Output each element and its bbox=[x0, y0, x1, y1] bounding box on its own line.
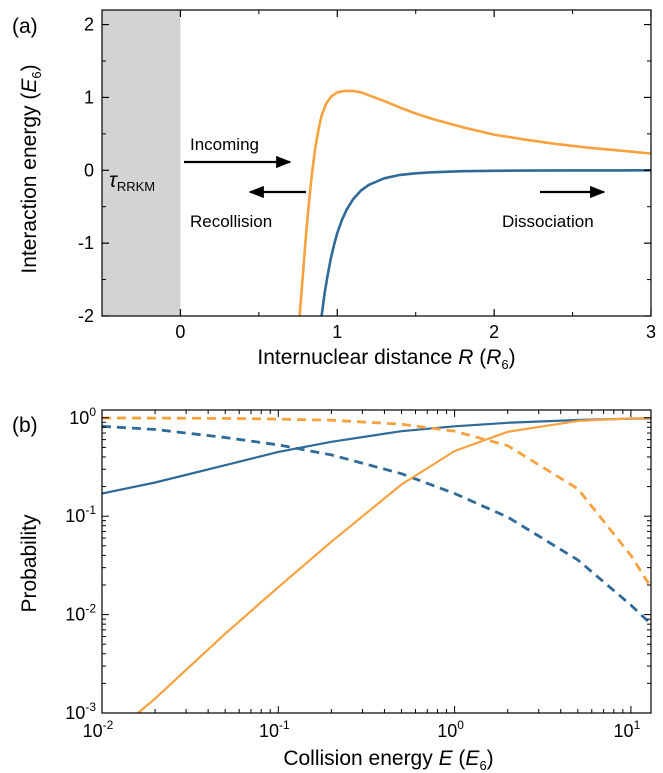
y-tick-label: -2 bbox=[78, 306, 94, 326]
tau-rrkm-label: τRRKM bbox=[109, 169, 155, 194]
x-tick-label: 10-2 bbox=[83, 718, 114, 741]
y-tick-label: 100 bbox=[69, 405, 96, 428]
x-tick-label: 100 bbox=[437, 718, 464, 741]
orange-dashed-probability-curve bbox=[102, 416, 651, 588]
x-tick-label: 2 bbox=[489, 322, 499, 342]
x-axis-label: Internuclear distance R (R6) bbox=[257, 346, 515, 372]
panel-b-frame bbox=[101, 409, 652, 714]
panel-a-energy-curves: 0 1 2 3 -2 -1 0 1 2 Internuclear distance R (R6) I… bbox=[12, 9, 656, 372]
incoming-label: Incoming bbox=[190, 135, 259, 154]
y-tick-label: 10-1 bbox=[65, 503, 96, 526]
x-tick-label: 1 bbox=[332, 322, 342, 342]
recollision-label: Recollision bbox=[190, 212, 272, 231]
panel-a-frame bbox=[101, 9, 652, 317]
blue-solid-probability-curve bbox=[102, 417, 651, 495]
y-tick-label: 10-3 bbox=[65, 700, 96, 723]
y-axis-label: Interaction energy (E6) bbox=[18, 64, 44, 273]
y-tick-label: -1 bbox=[78, 233, 94, 253]
panel-label-b: (b) bbox=[12, 414, 38, 437]
x-tick-label: 0 bbox=[175, 322, 185, 342]
x-tick-label: 3 bbox=[646, 322, 656, 342]
dissociation-label: Dissociation bbox=[502, 212, 594, 231]
x-axis-label: Collision energy E (E6) bbox=[283, 747, 493, 773]
y-tick-label: 0 bbox=[84, 160, 94, 180]
x-tick-label: 101 bbox=[614, 718, 641, 741]
y-tick-label: 1 bbox=[84, 87, 94, 107]
panel-label-a: (a) bbox=[12, 15, 38, 38]
panel-a-curves bbox=[298, 89, 651, 316]
orange-potential-curve bbox=[298, 89, 651, 316]
y-axis-label: Probability bbox=[18, 514, 41, 613]
y-tick-label: 10-2 bbox=[65, 602, 96, 625]
blue-dashed-probability-curve bbox=[102, 424, 651, 626]
y-tick-label: 2 bbox=[84, 15, 94, 35]
blue-potential-curve bbox=[320, 169, 651, 316]
rrkm-shaded-region bbox=[102, 10, 181, 316]
panel-b-curves bbox=[102, 416, 651, 713]
orange-solid-probability-curve bbox=[137, 417, 651, 713]
x-tick-label: 10-1 bbox=[259, 718, 290, 741]
